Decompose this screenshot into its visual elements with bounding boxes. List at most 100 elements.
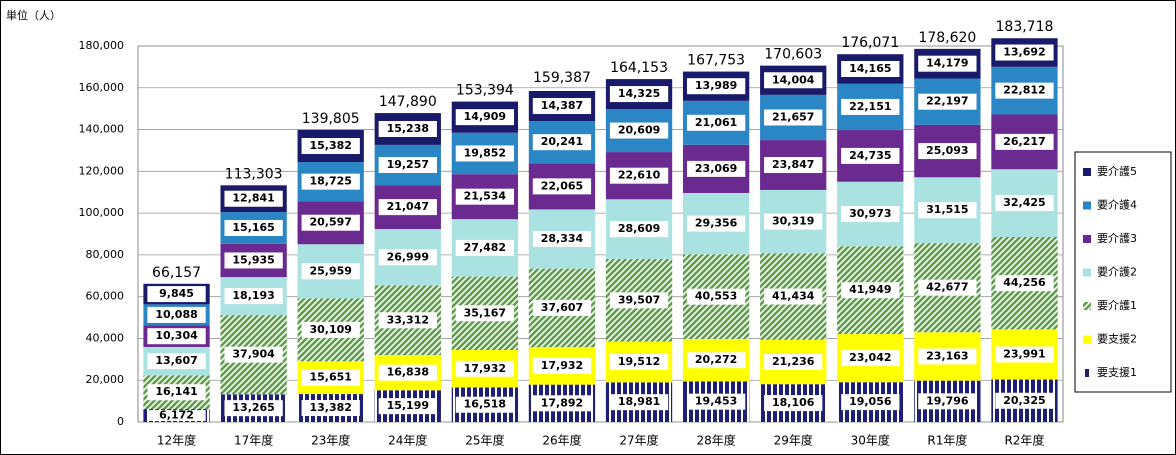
value-label-box xyxy=(455,145,515,162)
value-label-box xyxy=(532,357,592,374)
y-tick-label: 140,000 xyxy=(79,123,125,136)
value-label-box xyxy=(764,72,823,89)
value-label: 10,088 xyxy=(155,308,197,321)
value-label-box xyxy=(841,282,900,299)
value-label: 22,151 xyxy=(849,100,891,113)
value-label: 17,932 xyxy=(541,359,583,372)
value-label-box xyxy=(841,61,900,78)
value-label: 16,141 xyxy=(155,385,197,398)
x-tick-label: 17年度 xyxy=(234,433,273,448)
value-label-box xyxy=(532,178,592,195)
legend-swatch xyxy=(1083,268,1091,277)
value-label-box xyxy=(147,410,206,421)
value-label-box xyxy=(764,213,823,230)
y-tick-label: 0 xyxy=(117,415,124,428)
value-label: 14,325 xyxy=(618,87,660,100)
value-label: 29,356 xyxy=(695,217,738,230)
x-tick-label: 24年度 xyxy=(388,433,427,448)
value-label-box xyxy=(841,206,900,223)
value-label: 41,949 xyxy=(849,283,891,296)
legend-label: 要支援2 xyxy=(1097,332,1137,346)
value-label: 17,892 xyxy=(541,396,583,409)
value-label-box xyxy=(224,190,283,207)
y-tick-label: 80,000 xyxy=(86,248,125,261)
value-label: 16,838 xyxy=(387,366,429,379)
value-label-box xyxy=(764,288,823,305)
value-label: 18,193 xyxy=(232,289,274,302)
value-label: 10,304 xyxy=(155,329,198,342)
value-label-box xyxy=(918,55,977,72)
value-label: 6,172 xyxy=(159,409,194,422)
value-label: 13,265 xyxy=(232,401,274,414)
value-label: 19,257 xyxy=(387,158,429,171)
value-label-box xyxy=(224,252,283,269)
value-label: 21,236 xyxy=(772,355,815,368)
value-label-box xyxy=(918,93,977,110)
value-label-box xyxy=(841,98,900,115)
value-label-box xyxy=(532,395,592,412)
legend-label: 要介護4 xyxy=(1097,198,1137,212)
legend-box xyxy=(1074,151,1172,393)
value-label: 27,482 xyxy=(464,241,506,254)
value-label-box xyxy=(995,346,1054,363)
value-label-box xyxy=(224,288,283,305)
value-label: 15,651 xyxy=(309,371,351,384)
value-label: 31,515 xyxy=(926,203,968,216)
value-label-box xyxy=(918,202,977,219)
value-label-box xyxy=(841,147,900,164)
value-label-box xyxy=(455,360,515,377)
value-label: 44,256 xyxy=(1003,276,1046,289)
value-label: 26,999 xyxy=(387,250,429,263)
value-label-box xyxy=(455,396,515,413)
value-label: 28,609 xyxy=(618,222,660,235)
value-label: 14,387 xyxy=(541,99,583,112)
value-label-box xyxy=(995,392,1054,409)
value-label: 19,453 xyxy=(695,395,737,408)
value-label: 16,518 xyxy=(464,398,506,411)
legend-swatch xyxy=(1083,168,1091,176)
value-label-box xyxy=(455,239,515,256)
y-tick-label: 20,000 xyxy=(86,373,125,386)
value-label-box xyxy=(686,352,746,369)
value-label-box xyxy=(609,86,669,103)
value-label: 12,841 xyxy=(232,192,274,205)
x-tick-label: 28年度 xyxy=(696,433,735,448)
value-label-box xyxy=(918,348,977,365)
value-label-box xyxy=(686,393,746,410)
value-label-box xyxy=(764,109,823,126)
value-label-box xyxy=(609,221,669,238)
value-label-box xyxy=(918,143,977,160)
value-label-box xyxy=(301,173,360,190)
value-label: 15,199 xyxy=(387,399,429,412)
value-label-box xyxy=(455,188,515,205)
value-label: 15,382 xyxy=(309,139,351,152)
value-label-box xyxy=(995,195,1054,212)
value-label: 19,056 xyxy=(849,395,892,408)
x-tick-label: 12年度 xyxy=(157,433,196,448)
legend-label: 要介護2 xyxy=(1097,265,1137,279)
value-label: 26,217 xyxy=(1003,135,1045,148)
value-label: 41,434 xyxy=(772,290,815,303)
x-tick-label: 25年度 xyxy=(465,433,504,448)
legend-swatch xyxy=(1083,335,1091,344)
value-label: 22,812 xyxy=(1003,84,1045,97)
value-label-box xyxy=(532,299,592,316)
legend-label: 要介護3 xyxy=(1097,231,1137,245)
value-label: 14,004 xyxy=(772,73,815,86)
value-label-box xyxy=(918,393,977,410)
y-tick-label: 40,000 xyxy=(86,331,125,344)
total-label: 164,153 xyxy=(610,60,668,76)
value-label-box xyxy=(147,384,206,401)
value-label-box xyxy=(301,321,360,338)
value-label: 30,109 xyxy=(309,323,351,336)
unit-label: 単位（人） xyxy=(6,8,61,22)
legend-label: 要介護5 xyxy=(1097,164,1137,178)
y-tick-label: 160,000 xyxy=(79,81,125,94)
value-label: 13,989 xyxy=(695,79,737,92)
value-label: 24,735 xyxy=(849,149,891,162)
value-label: 14,179 xyxy=(926,57,968,70)
value-label: 15,165 xyxy=(232,221,274,234)
total-label: 153,394 xyxy=(456,83,514,99)
value-label: 13,382 xyxy=(309,401,351,414)
